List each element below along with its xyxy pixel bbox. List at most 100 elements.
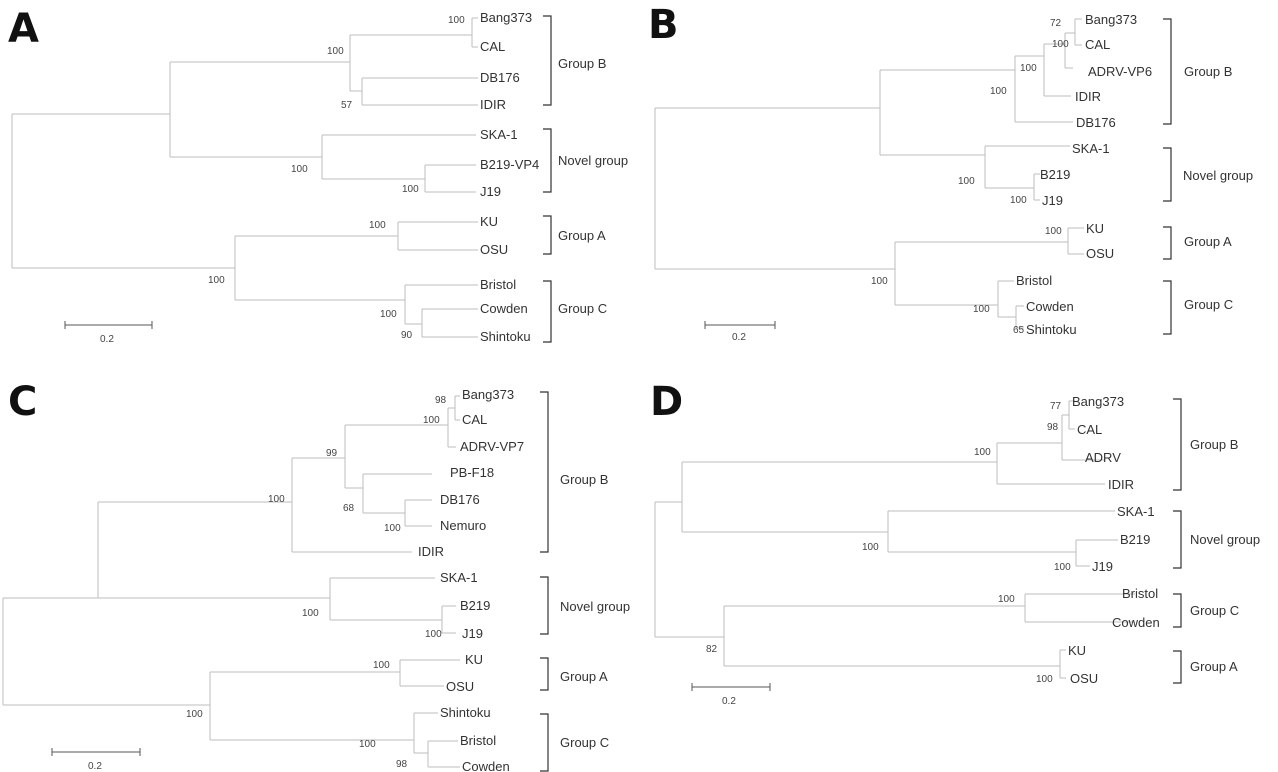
group-label: Novel group	[558, 153, 628, 168]
leaf-label: Bristol	[480, 277, 516, 292]
group-label: Group A	[560, 669, 608, 684]
bootstrap-value: 100	[208, 275, 225, 286]
bootstrap-value: 100	[268, 494, 285, 505]
leaf-label: Shintoku	[440, 705, 491, 720]
panel-b-bootstrap-values: 72 100 100 100 100 100 100 100 100 65	[871, 18, 1069, 336]
leaf-label: J19	[1092, 559, 1113, 574]
leaf-label: CAL	[1077, 422, 1102, 437]
bootstrap-value: 100	[862, 542, 879, 553]
panel-b-leaf-labels: Bang373 CAL ADRV-VP6 IDIR DB176 SKA-1 B2…	[1016, 12, 1152, 337]
bootstrap-value: 98	[435, 395, 447, 406]
bootstrap-value: 100	[402, 184, 419, 195]
leaf-label: CAL	[1085, 37, 1110, 52]
bootstrap-value: 100	[990, 86, 1007, 97]
bootstrap-value: 100	[380, 309, 397, 320]
panel-b-branches	[654, 18, 1084, 329]
panel-a-bootstrap-values: 100 100 57 100 100 100 100 100 90	[208, 15, 465, 341]
leaf-label: OSU	[1070, 671, 1098, 686]
panel-b-group-labels: Group B Novel group Group A Group C	[1183, 64, 1253, 312]
group-label: Group B	[1184, 64, 1232, 79]
scale-label: 0.2	[88, 761, 102, 772]
leaf-label: IDIR	[480, 97, 506, 112]
leaf-label: Shintoku	[1026, 322, 1077, 337]
panel-d-letter: D	[650, 379, 683, 425]
bootstrap-value: 100	[423, 415, 440, 426]
leaf-label: B219	[1120, 532, 1150, 547]
panel-d-bootstrap-values: 77 98 100 100 100 100 82 100	[706, 401, 1071, 685]
leaf-label: Cowden	[480, 301, 528, 316]
group-label: Group C	[560, 735, 609, 750]
leaf-label: OSU	[446, 679, 474, 694]
group-label: Group C	[1190, 603, 1239, 618]
panel-a-leaf-labels: Bang373 CAL DB176 IDIR SKA-1 B219-VP4 J1…	[480, 10, 539, 344]
bootstrap-value: 90	[401, 330, 413, 341]
panel-c-scale-bar: 0.2	[51, 748, 141, 772]
group-label: Group B	[558, 56, 606, 71]
panel-c-letter: C	[8, 379, 37, 425]
leaf-label: Bang373	[480, 10, 532, 25]
panel-d: D Bang373 CAL ADRV IDIR SKA-1 B219 J19 B…	[650, 379, 1260, 707]
panel-b-group-brackets	[1163, 18, 1172, 335]
group-label: Novel group	[1183, 168, 1253, 183]
bootstrap-value: 100	[186, 709, 203, 720]
bootstrap-value: 100	[958, 176, 975, 187]
leaf-label: Cowden	[462, 759, 510, 772]
leaf-label: J19	[462, 626, 483, 641]
bootstrap-value: 98	[396, 759, 408, 770]
leaf-label: B219-VP4	[480, 157, 539, 172]
bootstrap-value: 100	[369, 220, 386, 231]
bootstrap-value: 100	[448, 15, 465, 26]
bootstrap-value: 100	[425, 629, 442, 640]
leaf-label: PB-F18	[450, 465, 494, 480]
bootstrap-value: 57	[341, 100, 353, 111]
panel-a: A Bang373 CAL DB176 IDIR SKA-1 B219-VP4 …	[8, 6, 628, 345]
leaf-label: IDIR	[1075, 89, 1101, 104]
leaf-label: Bang373	[1072, 394, 1124, 409]
leaf-label: J19	[480, 184, 501, 199]
leaf-label: Cowden	[1026, 299, 1074, 314]
panel-d-scale-bar: 0.2	[691, 683, 771, 707]
leaf-label: DB176	[480, 70, 520, 85]
leaf-label: SKA-1	[1072, 141, 1110, 156]
bootstrap-value: 100	[1045, 226, 1062, 237]
panel-c-group-brackets	[540, 391, 549, 772]
panel-a-scale-bar: 0.2	[64, 321, 153, 345]
bootstrap-value: 99	[326, 448, 338, 459]
bootstrap-value: 100	[974, 447, 991, 458]
panel-c-leaf-labels: Bang373 CAL ADRV-VP7 PB-F18 DB176 Nemuro…	[418, 387, 524, 772]
bootstrap-value: 100	[359, 739, 376, 750]
bootstrap-value: 77	[1050, 401, 1062, 412]
panel-b: B Bang373 CAL ADRV-VP6 IDIR DB176 SKA-1 …	[648, 2, 1253, 343]
leaf-label: ADRV-VP6	[1088, 64, 1152, 79]
group-label: Group A	[1190, 659, 1238, 674]
leaf-label: Shintoku	[480, 329, 531, 344]
leaf-label: DB176	[440, 492, 480, 507]
leaf-label: OSU	[480, 242, 508, 257]
panel-d-group-labels: Group B Novel group Group C Group A	[1190, 437, 1260, 674]
bootstrap-value: 82	[706, 644, 718, 655]
group-label: Novel group	[1190, 532, 1260, 547]
bootstrap-value: 100	[327, 46, 344, 57]
leaf-label: SKA-1	[480, 127, 518, 142]
panel-c-group-labels: Group B Novel group Group A Group C	[560, 472, 630, 750]
panel-c: C Bang373 CAL ADRV-VP7 PB-F18 DB176 Nemu…	[2, 379, 630, 772]
scale-label: 0.2	[722, 696, 736, 707]
leaf-label: ADRV	[1085, 450, 1121, 465]
bootstrap-value: 68	[343, 503, 355, 514]
bootstrap-value: 100	[291, 164, 308, 175]
panel-d-group-brackets	[1173, 398, 1182, 684]
leaf-label: DB176	[1076, 115, 1116, 130]
bootstrap-value: 100	[973, 304, 990, 315]
leaf-label: Bristol	[460, 733, 496, 748]
bootstrap-value: 100	[1036, 674, 1053, 685]
bootstrap-value: 65	[1013, 325, 1025, 336]
leaf-label: Bristol	[1122, 586, 1158, 601]
bootstrap-value: 100	[1020, 63, 1037, 74]
group-label: Group C	[558, 301, 607, 316]
leaf-label: KU	[1068, 643, 1086, 658]
panel-b-letter: B	[648, 2, 679, 48]
leaf-label: OSU	[1086, 246, 1114, 261]
leaf-label: CAL	[480, 39, 505, 54]
bootstrap-value: 98	[1047, 422, 1059, 433]
